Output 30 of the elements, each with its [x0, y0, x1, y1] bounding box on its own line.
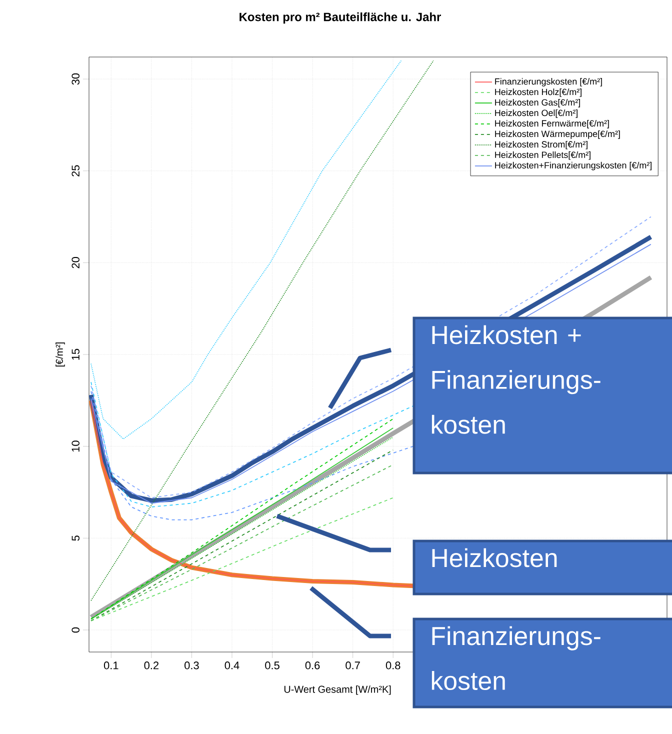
y-tick-label: 15: [72, 348, 80, 360]
x-tick-label: 0.7: [346, 662, 360, 670]
legend-label: Heizkosten Gas[€/m²]: [495, 99, 580, 108]
legend-label: Heizkosten Fernwärme[€/m²]: [495, 120, 609, 128]
x-tick-label: 0.2: [144, 662, 159, 670]
legend-label: Heizkosten Strom[€/m²]: [495, 140, 588, 150]
y-tick-label: 5: [72, 536, 80, 541]
y-tick-label: 25: [72, 165, 80, 176]
x-tick-label: 0.4: [224, 662, 240, 670]
x-tick-label: 0.5: [265, 662, 280, 670]
x-tick-label: 0.8: [386, 662, 400, 670]
annotation: Heizkosten: [432, 548, 557, 568]
annotation: Finanzierungs- kosten: [432, 626, 600, 690]
y-tick-label: 30: [72, 73, 80, 85]
annotation: Heizkosten + Finanzierungs- kosten: [432, 325, 600, 434]
y-tick-label: 20: [72, 257, 80, 268]
legend-label: Finanzierungskosten [€/m²]: [495, 78, 602, 86]
legend-label: Heizkosten Pellets[€/m²]: [495, 151, 590, 160]
x-tick-label: 0.3: [184, 662, 199, 670]
x-axis-title: U-Wert Gesamt [W/m²K]: [284, 686, 391, 695]
x-tick-label: 0.6: [305, 662, 320, 670]
y-tick-label: 0: [72, 627, 80, 633]
legend-label: Heizkosten Wärmepumpe[€/m²]: [495, 130, 620, 139]
x-tick-label: 0.1: [104, 662, 118, 670]
y-tick-label: 10: [72, 440, 80, 452]
y-axis-title: [€/m²]: [56, 342, 65, 367]
legend-label: Heizkosten Oel[€/m²]: [495, 109, 578, 118]
legend-label: Heizkosten Holz[€/m²]: [495, 88, 582, 97]
legend-label: Heizkosten+Finanzierungskosten [€/m²]: [495, 162, 652, 170]
chart-title: Kosten pro m² Bauteilfläche u. Jahr: [240, 12, 442, 24]
